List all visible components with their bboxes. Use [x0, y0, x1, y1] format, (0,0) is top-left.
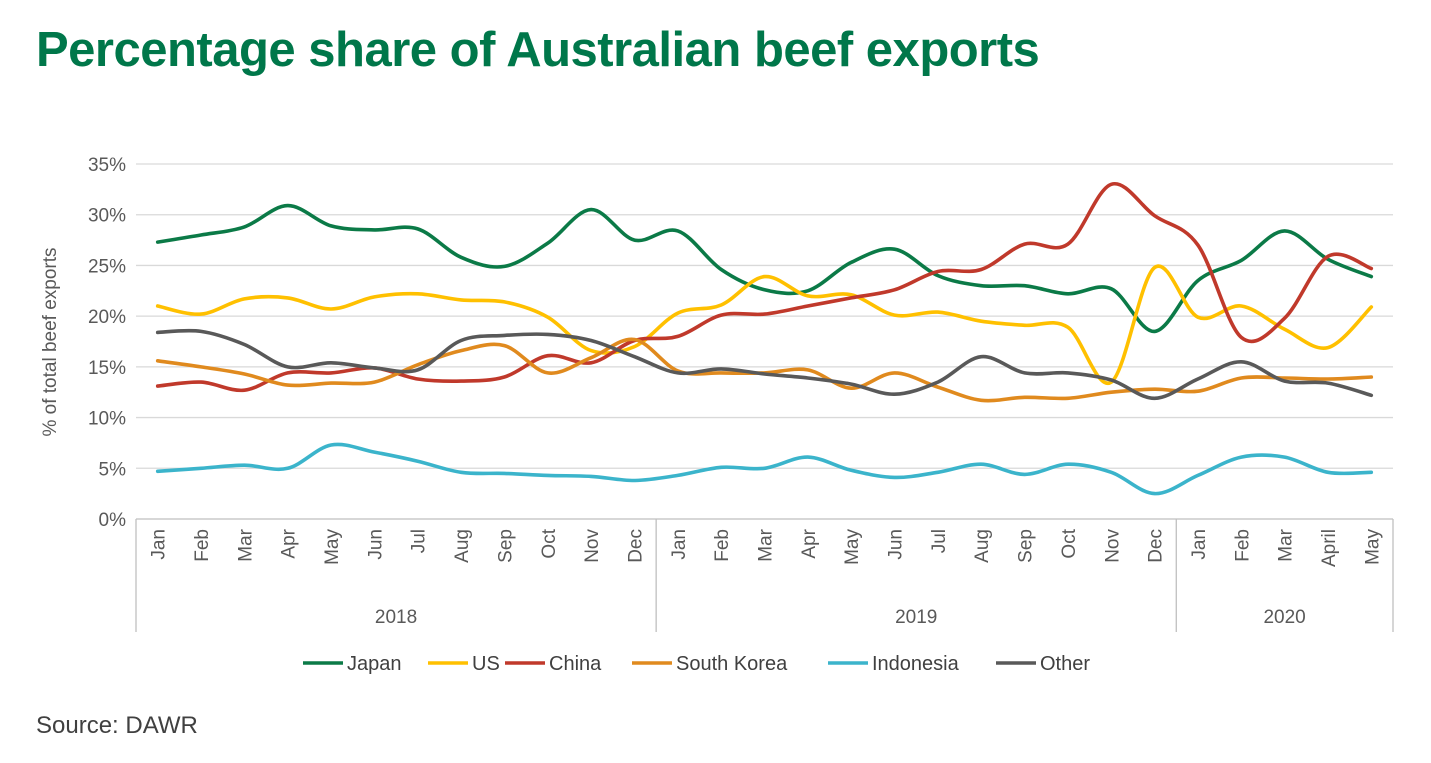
x-tick-label: Jan: [669, 529, 690, 560]
x-tick-label: Jun: [365, 529, 386, 560]
x-tick-label: May: [322, 529, 343, 565]
x-tick-label: Feb: [1232, 529, 1253, 562]
x-axis: Jan Feb Mar Apr May Jun Jul Aug Sep Oct Nov Dec Jan F…: [135, 519, 1394, 632]
y-axis: 0% 5% 10% 15% 20% 25% 30% 35%: [88, 155, 126, 531]
x-tick-label: Mar: [235, 528, 256, 561]
x-tick-label: May: [842, 529, 863, 565]
source-note: Source: DAWR: [36, 712, 198, 739]
chart-title: Percentage share of Australian beef expo…: [36, 23, 1040, 77]
x-tick-label: May: [1362, 529, 1383, 565]
series-line-south-korea: [155, 337, 1374, 403]
series-line-other: [155, 328, 1374, 401]
y-tick-label: 0%: [99, 510, 127, 531]
legend: Japan US China South Korea Indonesia Other: [303, 653, 1090, 675]
y-axis-label: % of total beef exports: [40, 247, 61, 436]
x-tick-label: Feb: [712, 529, 733, 562]
x-tick-label: Dec: [1146, 529, 1167, 563]
x-tick-label: Nov: [582, 529, 603, 563]
legend-label-indonesia: Indonesia: [872, 653, 960, 675]
y-tick-label: 15%: [88, 358, 126, 379]
x-tick-label: Sep: [495, 529, 516, 563]
x-tick-label: April: [1319, 529, 1340, 567]
y-tick-label: 20%: [88, 307, 126, 328]
x-tick-label: Jul: [929, 529, 950, 553]
legend-label-us: US: [472, 653, 500, 675]
x-tick-label: Aug: [972, 529, 993, 563]
y-tick-label: 30%: [88, 206, 126, 227]
legend-label-japan: Japan: [347, 653, 402, 675]
gridlines: [136, 163, 1393, 520]
x-tick-label: Sep: [1016, 529, 1037, 563]
x-tick-label: Aug: [452, 529, 473, 563]
year-group-label: 2019: [895, 607, 937, 628]
x-tick-label: Jul: [409, 529, 430, 553]
line-chart: 0% 5% 10% 15% 20% 25% 30% 35% % of total beef e…: [40, 155, 1394, 675]
x-tick-label: Oct: [1059, 528, 1080, 558]
y-tick-label: 35%: [88, 155, 126, 176]
legend-label-china: China: [549, 653, 602, 675]
x-tick-label: Jan: [1189, 529, 1210, 560]
series-line-us: [155, 264, 1374, 386]
x-tick-label: Jan: [149, 529, 170, 560]
year-group-label: 2018: [375, 607, 417, 628]
year-group-label: 2020: [1263, 607, 1305, 628]
y-tick-label: 5%: [99, 459, 127, 480]
x-tick-label: Feb: [192, 529, 213, 562]
x-tick-label: Nov: [1102, 529, 1123, 563]
x-tick-label: Apr: [279, 528, 300, 558]
series-line-indonesia: [155, 442, 1374, 496]
legend-label-south-korea: South Korea: [676, 653, 788, 675]
x-tick-label: Mar: [756, 528, 777, 561]
x-tick-label: Jun: [886, 529, 907, 560]
series-lines: [155, 182, 1374, 496]
x-tick-label: Oct: [539, 528, 560, 558]
series-line-japan: [155, 203, 1374, 334]
y-tick-label: 10%: [88, 409, 126, 430]
x-tick-label: Mar: [1276, 528, 1297, 561]
x-tick-label: Apr: [799, 528, 820, 558]
x-tick-label: Dec: [625, 529, 646, 563]
legend-label-other: Other: [1040, 653, 1090, 675]
y-tick-label: 25%: [88, 256, 126, 277]
